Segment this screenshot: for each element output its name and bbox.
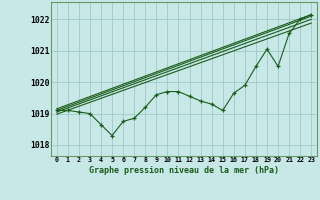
X-axis label: Graphe pression niveau de la mer (hPa): Graphe pression niveau de la mer (hPa) <box>89 166 279 175</box>
